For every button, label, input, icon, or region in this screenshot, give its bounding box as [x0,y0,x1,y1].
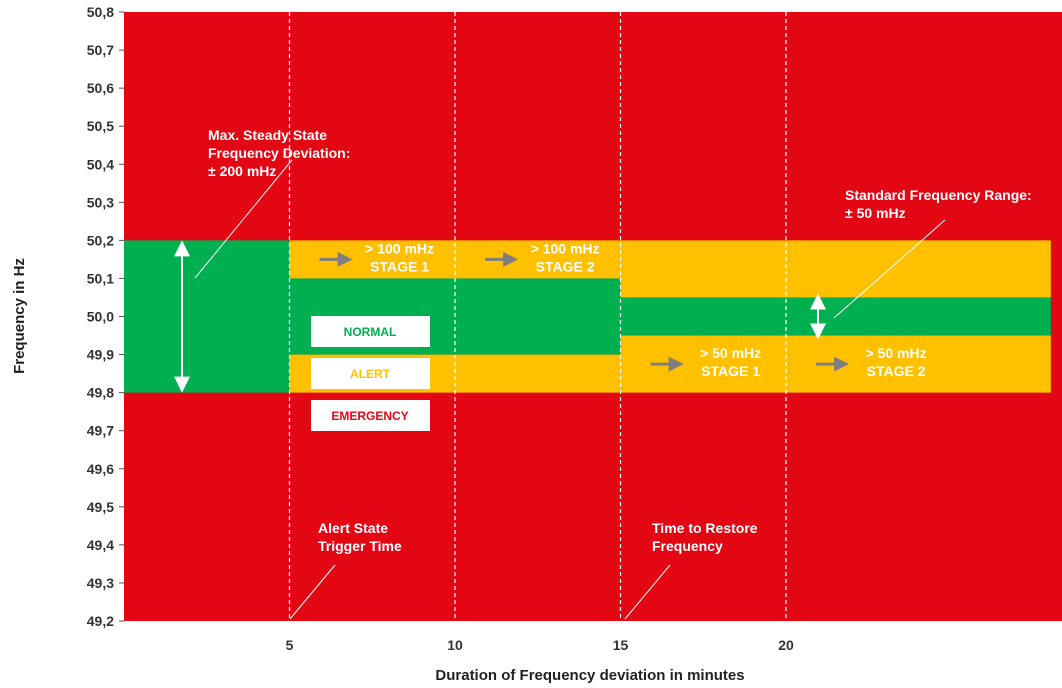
annotation-text: ± 200 mHz [208,163,276,179]
x-axis-title: Duration of Frequency deviation in minut… [435,667,744,684]
legend-item-normal: NORMAL [311,316,430,347]
annotation-text: Standard Frequency Range: [845,187,1032,203]
annotation-text: ± 50 mHz [845,205,906,221]
stage-label-line: > 100 mHz [365,240,434,256]
y-tick-label: 50,3 [87,194,114,210]
legend: NORMAL ALERT EMERGENCY [311,316,430,431]
y-tick-label: 50,1 [87,270,114,286]
annotation-text: Max. Steady State [208,127,327,143]
legend-swatch-box [311,400,430,431]
y-tick-label: 50,8 [87,4,114,20]
y-axis-ticks: 50,8 50,7 50,6 50,5 50,4 50,3 50,2 50,1 50,0 49,9… [87,4,124,629]
annotation-leader-line [289,564,336,620]
x-tick-label: 5 [286,637,294,653]
annotation-text: Alert State [318,520,388,536]
y-axis-title: Frequency in Hz [11,258,28,374]
x-tick-label: 10 [447,637,463,653]
legend-item-emergency: EMERGENCY [311,400,430,431]
annotation-text: Frequency Deviation: [208,145,350,161]
y-tick-label: 50,4 [87,156,114,172]
y-tick-label: 49,9 [87,347,114,363]
gridlines-layer [288,12,787,621]
x-tick-label: 15 [613,637,629,653]
stage-label-line: STAGE 2 [867,363,926,379]
legend-item-alert: ALERT [311,358,430,389]
y-tick-label: 49,8 [87,385,114,401]
stage-label-line: STAGE 2 [536,258,595,274]
stage-label-line: > 50 mHz [866,345,927,361]
annotation-text: Time to Restore [652,520,758,536]
legend-label: NORMAL [344,325,397,339]
region-alert-4 [620,240,1051,298]
stage-label-line: STAGE 1 [370,258,429,274]
legend-swatch-box [311,358,430,389]
stage-label-line: > 100 mHz [531,240,600,256]
y-tick-label: 50,2 [87,232,114,248]
arrows-layer [174,159,946,620]
y-tick-label: 50,5 [87,118,114,134]
y-tick-label: 49,7 [87,423,114,439]
legend-swatch-box [311,316,430,347]
y-tick-label: 49,6 [87,461,114,477]
annotations: Max. Steady State Frequency Deviation: ± 2… [208,127,1032,554]
legend-label: ALERT [350,367,391,381]
stage-labels: > 100 mHz STAGE 1 > 100 mHz STAGE 2 > 50 mHz… [319,240,927,379]
y-tick-label: 49,5 [87,499,114,515]
annotation-leader-line [194,159,293,279]
annotation-text: Frequency [652,538,723,554]
annotation-text: Trigger Time [318,538,402,554]
y-tick-label: 49,3 [87,575,114,591]
regions-layer [124,12,1062,621]
y-tick-label: 49,4 [87,537,114,553]
annotation-leader-line [833,219,946,319]
y-tick-label: 50,6 [87,80,114,96]
y-tick-label: 50,7 [87,42,114,58]
region-normal-0 [124,240,290,393]
annotation-leader-line [624,564,671,620]
y-tick-label: 50,0 [87,309,114,325]
stage-label-line: STAGE 1 [701,363,760,379]
x-axis-ticks: 5 10 15 20 [286,637,794,653]
y-tick-label: 49,2 [87,613,114,629]
x-tick-label: 20 [778,637,794,653]
legend-label: EMERGENCY [331,409,408,423]
stage-label-line: > 50 mHz [700,345,761,361]
